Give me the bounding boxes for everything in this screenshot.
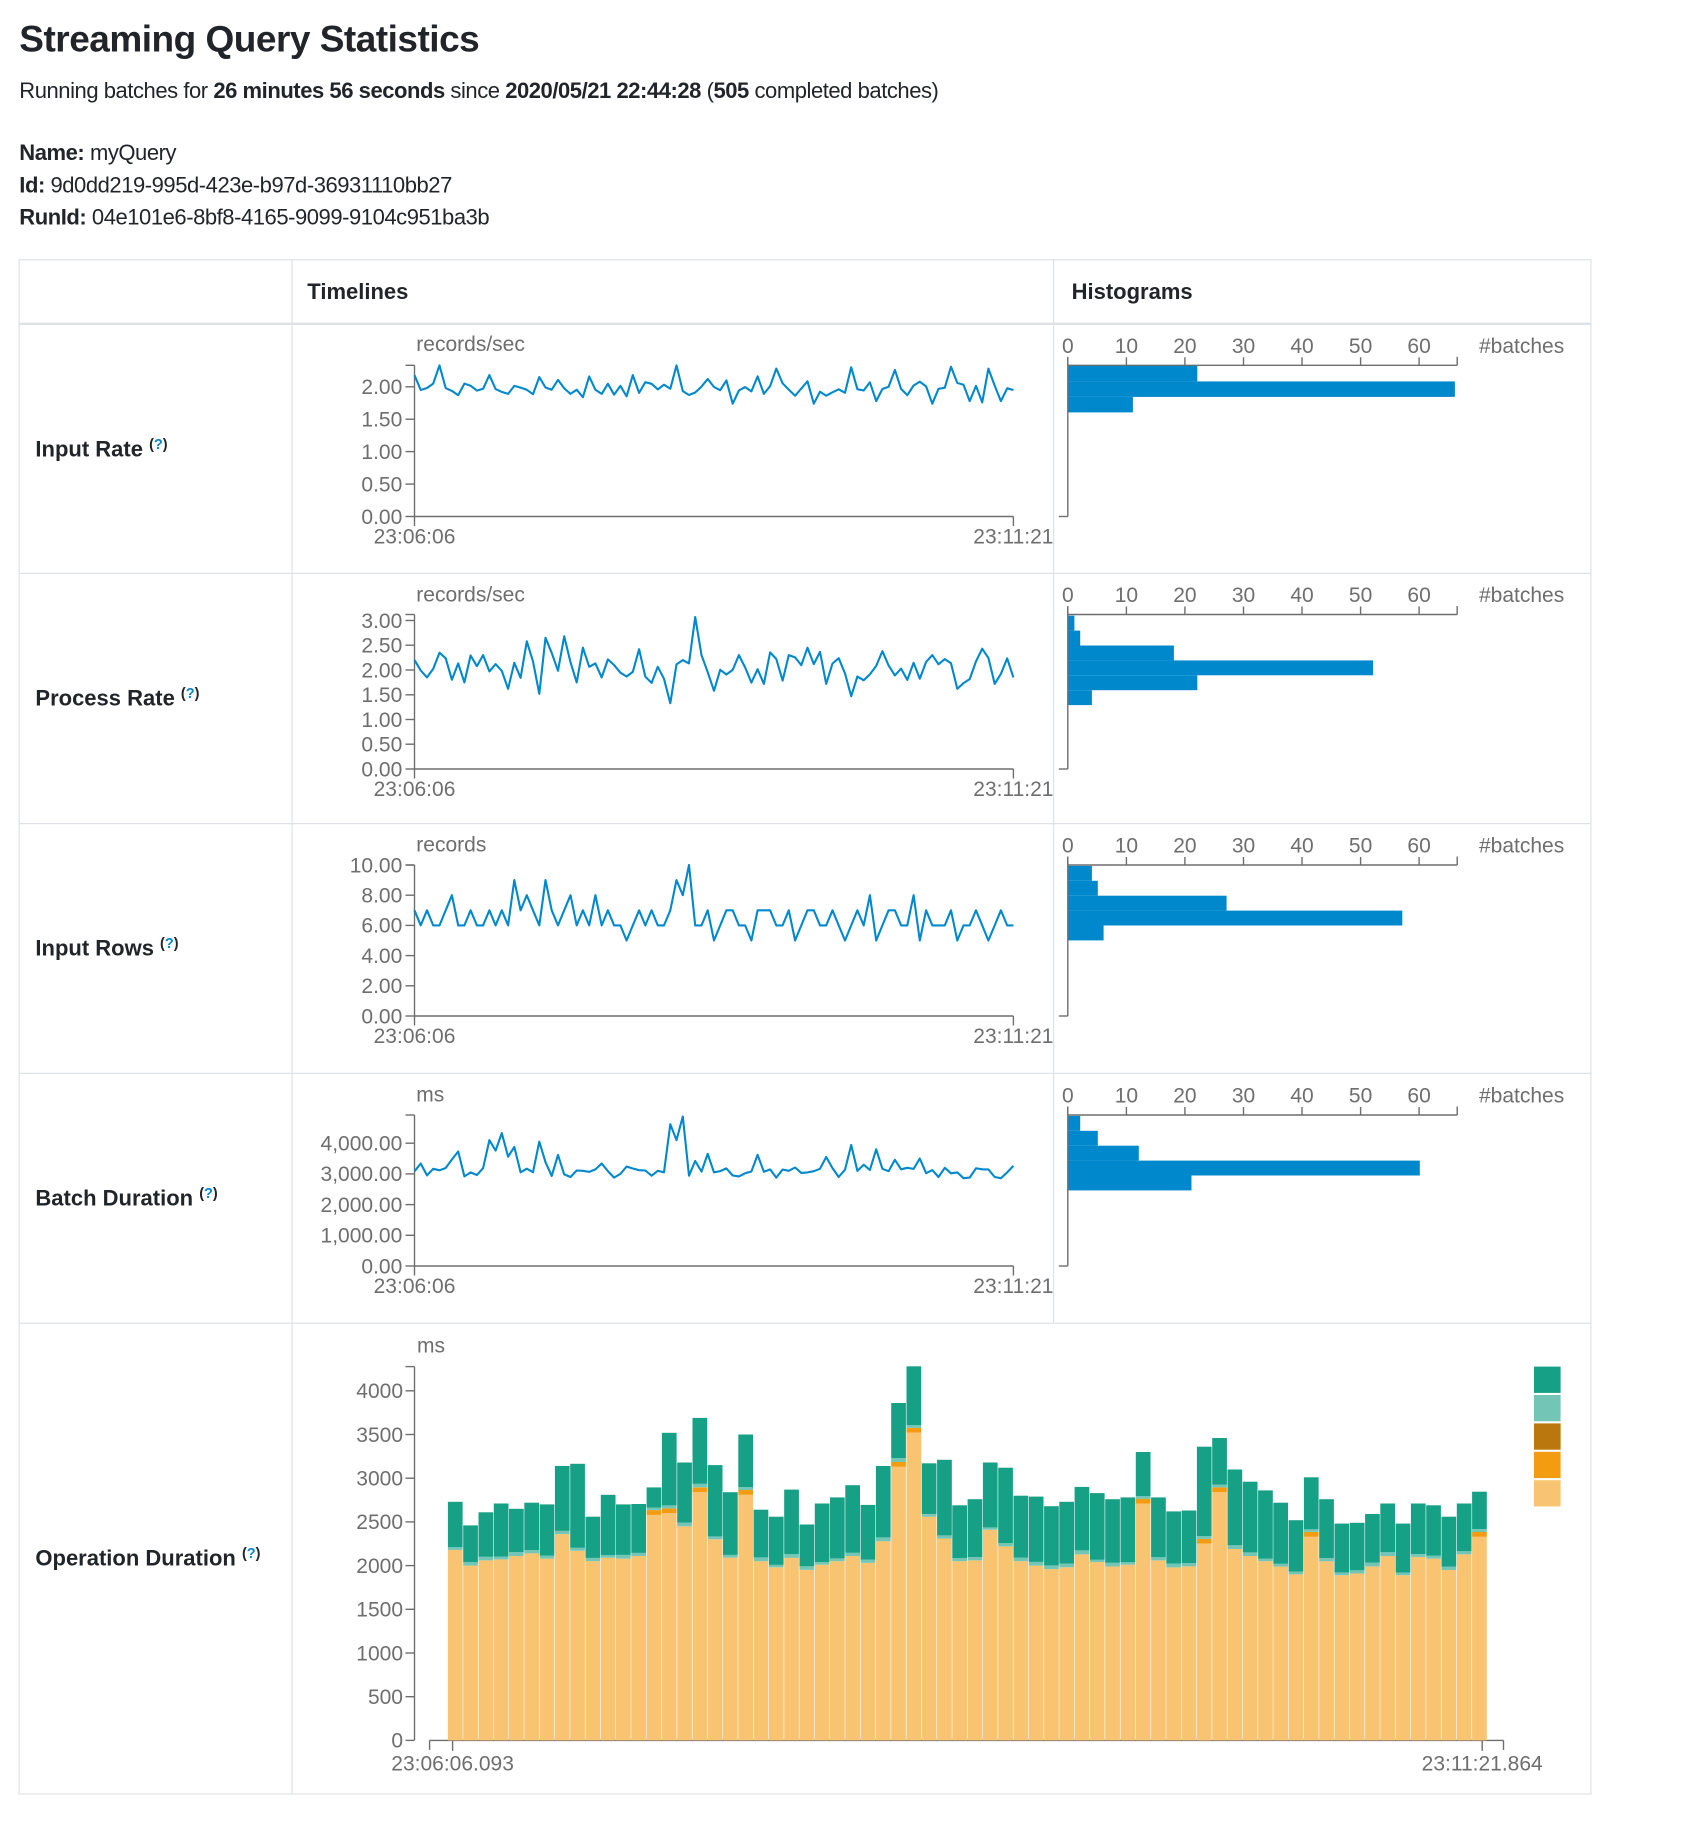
svg-text:500: 500 <box>368 1686 403 1709</box>
svg-text:Timelines: Timelines <box>307 279 408 304</box>
svg-text:50: 50 <box>1349 835 1372 858</box>
svg-text:#batches: #batches <box>1479 584 1564 607</box>
svg-text:50: 50 <box>1349 335 1372 358</box>
svg-text:Input Rows (?): Input Rows (?) <box>35 936 178 961</box>
svg-text:20: 20 <box>1173 1085 1196 1108</box>
svg-text:records/sec: records/sec <box>416 333 525 356</box>
svg-text:ms: ms <box>417 1335 445 1358</box>
svg-text:RunId: 04e101e6-8bf8-4165-9099: RunId: 04e101e6-8bf8-4165-9099-9104c951b… <box>19 204 489 229</box>
svg-text:0: 0 <box>1062 1085 1074 1108</box>
svg-text:0.00: 0.00 <box>361 1255 402 1278</box>
svg-text:Id: 9d0dd219-995d-423e-b97d-36: Id: 9d0dd219-995d-423e-b97d-36931110bb27 <box>19 172 452 197</box>
svg-text:8.00: 8.00 <box>361 885 402 908</box>
svg-text:0.00: 0.00 <box>361 1005 402 1028</box>
svg-text:1.50: 1.50 <box>361 684 402 707</box>
svg-text:23:11:21: 23:11:21 <box>973 526 1053 549</box>
svg-text:10: 10 <box>1115 584 1138 607</box>
svg-text:Process Rate (?): Process Rate (?) <box>35 686 199 711</box>
svg-text:0: 0 <box>1062 584 1074 607</box>
svg-text:Name: myQuery: Name: myQuery <box>19 140 176 165</box>
svg-text:23:06:06: 23:06:06 <box>374 1025 456 1048</box>
svg-text:30: 30 <box>1232 1085 1255 1108</box>
svg-text:3000: 3000 <box>356 1468 403 1491</box>
svg-text:23:06:06: 23:06:06 <box>374 526 456 549</box>
svg-text:60: 60 <box>1407 835 1430 858</box>
svg-text:1,000.00: 1,000.00 <box>321 1225 403 1248</box>
svg-text:40: 40 <box>1290 335 1313 358</box>
svg-text:23:11:21.864: 23:11:21.864 <box>1422 1752 1543 1775</box>
svg-text:0: 0 <box>1062 335 1074 358</box>
svg-text:23:11:21: 23:11:21 <box>973 1025 1053 1048</box>
svg-text:30: 30 <box>1232 835 1255 858</box>
svg-text:1.00: 1.00 <box>361 709 402 732</box>
svg-text:60: 60 <box>1407 335 1430 358</box>
svg-text:2.50: 2.50 <box>361 635 402 658</box>
svg-text:0.00: 0.00 <box>361 506 402 529</box>
svg-text:20: 20 <box>1173 835 1196 858</box>
svg-text:10: 10 <box>1115 835 1138 858</box>
svg-text:30: 30 <box>1232 584 1255 607</box>
svg-text:40: 40 <box>1290 835 1313 858</box>
svg-text:23:06:06: 23:06:06 <box>374 778 456 801</box>
svg-text:20: 20 <box>1173 335 1196 358</box>
svg-text:20: 20 <box>1173 584 1196 607</box>
svg-text:2500: 2500 <box>356 1511 403 1534</box>
svg-text:Batch Duration (?): Batch Duration (?) <box>35 1186 218 1211</box>
svg-text:2.00: 2.00 <box>361 975 402 998</box>
svg-text:2000: 2000 <box>356 1555 403 1578</box>
svg-text:1.50: 1.50 <box>361 409 402 432</box>
svg-text:2.00: 2.00 <box>361 659 402 682</box>
svg-text:3.00: 3.00 <box>361 610 402 633</box>
svg-text:Running batches for 26 minutes: Running batches for 26 minutes 56 second… <box>19 78 938 103</box>
svg-text:records: records <box>416 833 486 856</box>
svg-text:ms: ms <box>416 1083 444 1106</box>
svg-text:60: 60 <box>1407 1085 1430 1108</box>
svg-text:23:06:06: 23:06:06 <box>374 1275 456 1298</box>
svg-text:1.00: 1.00 <box>361 441 402 464</box>
svg-text:4,000.00: 4,000.00 <box>321 1133 403 1156</box>
svg-text:30: 30 <box>1232 335 1255 358</box>
svg-text:23:11:21: 23:11:21 <box>973 778 1053 801</box>
svg-text:#batches: #batches <box>1479 1085 1564 1108</box>
svg-text:0: 0 <box>391 1730 403 1753</box>
svg-text:#batches: #batches <box>1479 335 1564 358</box>
svg-text:10: 10 <box>1115 335 1138 358</box>
svg-text:0.50: 0.50 <box>361 473 402 496</box>
svg-text:50: 50 <box>1349 1085 1372 1108</box>
svg-text:Streaming Query Statistics: Streaming Query Statistics <box>19 19 479 60</box>
svg-text:records/sec: records/sec <box>416 583 525 606</box>
svg-text:60: 60 <box>1407 584 1430 607</box>
svg-text:4.00: 4.00 <box>361 945 402 968</box>
svg-text:#batches: #batches <box>1479 835 1564 858</box>
svg-text:3500: 3500 <box>356 1424 403 1447</box>
svg-text:2,000.00: 2,000.00 <box>321 1194 403 1217</box>
svg-text:40: 40 <box>1290 1085 1313 1108</box>
svg-text:2.00: 2.00 <box>361 376 402 399</box>
svg-text:Input Rate (?): Input Rate (?) <box>35 437 167 462</box>
svg-text:Histograms: Histograms <box>1072 279 1193 304</box>
svg-text:23:11:21: 23:11:21 <box>973 1275 1053 1298</box>
svg-text:23:06:06.093: 23:06:06.093 <box>391 1752 514 1775</box>
svg-text:10.00: 10.00 <box>350 854 403 877</box>
svg-text:1000: 1000 <box>356 1642 403 1665</box>
svg-text:0.00: 0.00 <box>361 758 402 781</box>
svg-text:Operation Duration (?): Operation Duration (?) <box>35 1546 260 1571</box>
svg-text:50: 50 <box>1349 584 1372 607</box>
svg-text:10: 10 <box>1115 1085 1138 1108</box>
svg-text:3,000.00: 3,000.00 <box>321 1163 403 1186</box>
svg-text:0.50: 0.50 <box>361 734 402 757</box>
svg-text:1500: 1500 <box>356 1599 403 1622</box>
svg-text:0: 0 <box>1062 835 1074 858</box>
svg-text:6.00: 6.00 <box>361 915 402 938</box>
svg-text:4000: 4000 <box>356 1380 403 1403</box>
svg-text:40: 40 <box>1290 584 1313 607</box>
